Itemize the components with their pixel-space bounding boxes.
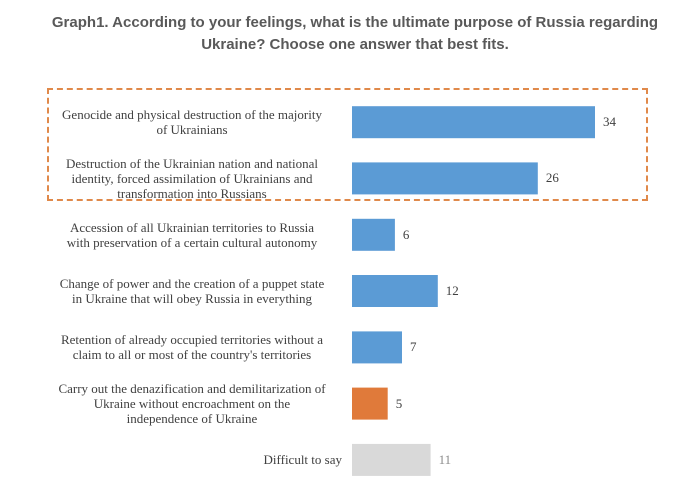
category-label-5: Carry out the denazification and demilit… — [42, 381, 342, 426]
chart-title-line-1: Graph1. According to your feelings, what… — [51, 14, 659, 31]
bar-0 — [352, 106, 595, 139]
category-label-6-line-0: Difficult to say — [263, 452, 342, 468]
bar-5 — [352, 387, 388, 420]
category-label-0: Genocide and physical destruction of the… — [42, 107, 342, 137]
value-label-3: 12 — [445, 283, 459, 299]
category-label-5-line-0: Carry out the denazification and demilit… — [58, 381, 326, 397]
highlight-box — [47, 88, 648, 201]
category-label-1-line-1: identity, forced assimilation of Ukraini… — [71, 170, 313, 186]
category-label-1-line-0: Destruction of the Ukrainian nation and … — [66, 155, 318, 171]
category-label-2: Accession of all Ukrainian territories t… — [42, 220, 342, 250]
category-label-1-line-2: transformation into Russians — [117, 185, 267, 201]
chart-title: Graph1. According to your feelings, what… — [40, 12, 670, 56]
bar-1 — [352, 162, 538, 195]
category-label-1: Destruction of the Ukrainian nation and … — [42, 156, 342, 201]
bar-6 — [352, 443, 431, 476]
category-label-4-line-1: claim to all or most of the country's te… — [72, 347, 312, 363]
category-label-5-line-1: Ukraine without encroachment on the — [93, 396, 291, 412]
category-label-0-line-0: Genocide and physical destruction of the… — [62, 107, 322, 123]
category-label-2-line-0: Accession of all Ukrainian territories t… — [69, 219, 315, 235]
value-label-6: 11 — [438, 451, 452, 467]
value-label-1: 26 — [545, 170, 559, 186]
category-label-4-line-0: Retention of already occupied territorie… — [60, 332, 324, 348]
category-label-3-line-1: in Ukraine that will obey Russia in ever… — [71, 291, 313, 307]
category-label-6: Difficult to say — [42, 452, 342, 467]
category-label-5-line-2: independence of Ukraine — [126, 411, 258, 427]
value-label-2: 6 — [402, 226, 410, 242]
value-label-0: 34 — [603, 114, 616, 130]
bar-2 — [352, 218, 395, 251]
category-label-4: Retention of already occupied territorie… — [42, 332, 342, 362]
category-label-3: Change of power and the creation of a pu… — [42, 276, 342, 306]
category-label-3-line-0: Change of power and the creation of a pu… — [59, 276, 325, 292]
bar-4 — [352, 331, 402, 364]
bar-3 — [352, 275, 438, 307]
category-label-0-line-1: of Ukrainians — [156, 122, 228, 138]
chart-title-line-2: Ukraine? Choose one answer that best fit… — [201, 36, 509, 53]
value-label-4: 7 — [410, 339, 417, 355]
category-label-2-line-1: with preservation of a certain cultural … — [66, 234, 318, 250]
value-label-5: 5 — [395, 395, 403, 411]
